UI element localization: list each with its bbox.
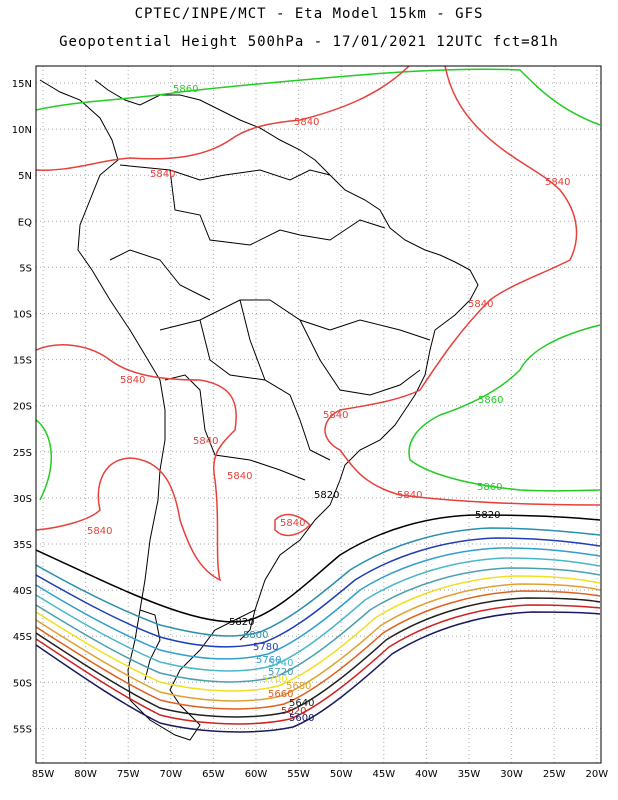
lon-label: 75W	[117, 769, 140, 780]
label-5840: 5840	[120, 375, 145, 386]
contour-5640	[36, 597, 601, 718]
lat-label: 5S	[19, 263, 32, 274]
lon-label: 85W	[32, 769, 55, 780]
lat-label: 20S	[13, 402, 32, 413]
label-5820: 5820	[229, 617, 254, 628]
lat-label: 45S	[13, 632, 32, 643]
label-5680: 5680	[286, 681, 311, 692]
lat-label: 55S	[13, 724, 32, 735]
contour-5620	[36, 604, 601, 725]
lat-label: 35S	[13, 540, 32, 551]
lon-label: 55W	[287, 769, 310, 780]
label-5700: 5700	[262, 674, 287, 685]
label-5860: 5860	[477, 482, 502, 493]
contour-5860-east	[408, 324, 601, 492]
latitude-labels: 15N 10N 5N EQ 5S 10S 15S 20S 25S 30S 35S 40S 45S 50S 5…	[12, 79, 32, 735]
lon-label: 65W	[202, 769, 225, 780]
lat-label: 50S	[13, 678, 32, 689]
lon-label: 35W	[458, 769, 481, 780]
label-5840: 5840	[545, 177, 570, 188]
label-5820: 5820	[314, 490, 339, 501]
label-5840: 5840	[150, 169, 175, 180]
contour-5720	[36, 567, 601, 683]
contour-5820	[36, 514, 601, 623]
contour-5840-north	[36, 66, 411, 171]
contour-5780	[36, 537, 601, 648]
lat-label: 30S	[13, 494, 32, 505]
label-5840: 5840	[468, 299, 493, 310]
lon-label: 25W	[543, 769, 566, 780]
lon-label: 70W	[159, 769, 182, 780]
contour-5860-west	[36, 419, 53, 501]
label-5620: 5620	[281, 706, 306, 717]
title-line-1: CPTEC/INPE/MCT - Eta Model 15km - GFS	[134, 6, 484, 22]
label-5660: 5660	[268, 689, 293, 700]
title-line-2: Geopotential Height 500hPa - 17/01/2021 …	[59, 34, 559, 50]
label-5860: 5860	[478, 395, 503, 406]
grid-lines	[36, 66, 601, 763]
label-5840: 5840	[87, 526, 112, 537]
label-5760: 5760	[256, 655, 281, 666]
map-frame	[35, 65, 602, 764]
lon-label: 50W	[330, 769, 353, 780]
coastline	[39, 79, 479, 741]
contour-5760	[36, 547, 601, 660]
lat-label: 5N	[18, 171, 32, 182]
contour-5840-inner	[274, 513, 312, 537]
longitude-labels: 85W 80W 75W 70W 65W 60W 55W 50W 45W 40W 35W 30W 25W 2…	[32, 769, 609, 780]
label-5600: 5600	[289, 713, 314, 724]
label-5740: 5740	[268, 658, 293, 669]
lat-label: 15N	[12, 79, 32, 90]
lat-label: 15S	[13, 356, 32, 367]
label-5860: 5860	[173, 84, 198, 95]
lon-label: 20W	[585, 769, 608, 780]
contour-5600	[36, 611, 601, 733]
contour-labels: 5860 5860 5860 5840 5840 5840 5840 5840 …	[87, 84, 570, 724]
label-5840: 5840	[294, 117, 319, 128]
lat-label: 10S	[13, 310, 32, 321]
label-5840: 5840	[280, 518, 305, 529]
lon-label: 60W	[245, 769, 268, 780]
label-5800: 5800	[243, 630, 268, 641]
lon-label: 30W	[500, 769, 523, 780]
lon-label: 45W	[372, 769, 395, 780]
contour-5660	[36, 590, 601, 710]
lat-label: 40S	[13, 586, 32, 597]
contour-lines	[36, 66, 601, 733]
lon-label: 80W	[74, 769, 97, 780]
contour-5740	[36, 557, 601, 672]
contour-5680	[36, 583, 601, 702]
contour-5840-west	[36, 344, 237, 582]
contour-5700	[36, 575, 601, 692]
label-5840: 5840	[323, 410, 348, 421]
lat-label: 10N	[12, 125, 32, 136]
contour-5860-north	[36, 68, 601, 126]
label-5720: 5720	[268, 667, 293, 678]
contour-5840-east	[324, 66, 601, 506]
lon-label: 40W	[415, 769, 438, 780]
label-5780: 5780	[253, 642, 278, 653]
label-5840: 5840	[227, 471, 252, 482]
lat-label: EQ	[18, 217, 32, 228]
label-5840: 5840	[397, 490, 422, 501]
label-5820: 5820	[475, 510, 500, 521]
lat-label: 25S	[13, 448, 32, 459]
label-5640: 5640	[289, 698, 314, 709]
label-5840: 5840	[193, 436, 218, 447]
contour-5800	[36, 527, 601, 637]
